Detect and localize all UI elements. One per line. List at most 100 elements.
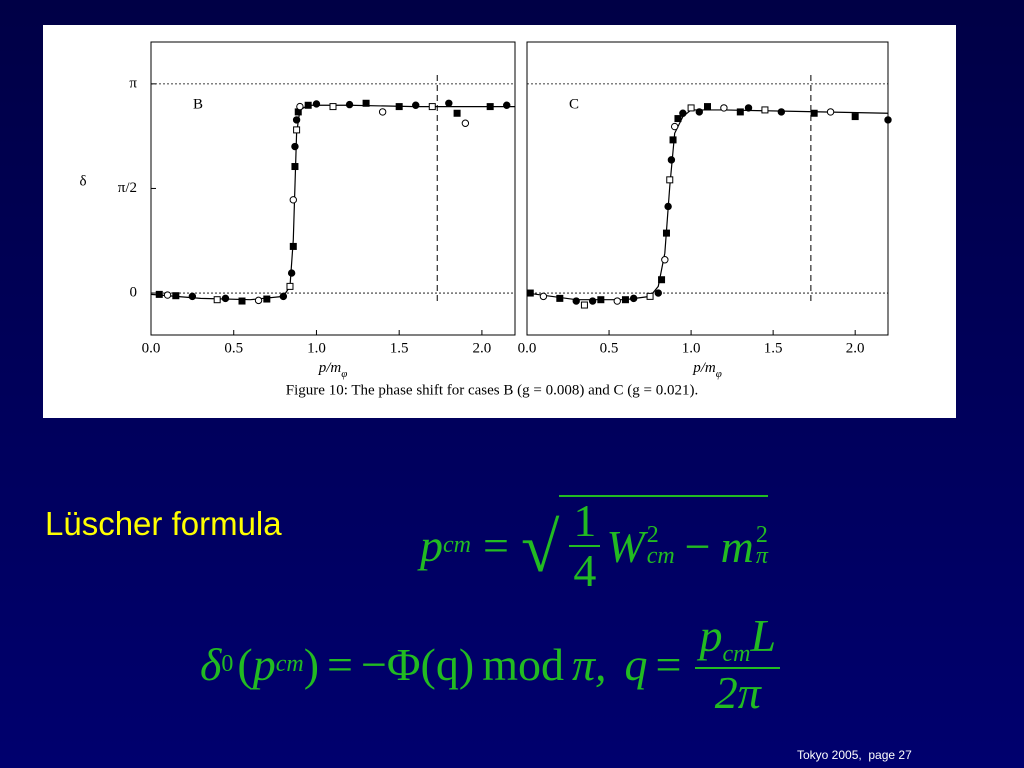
symbol: W: [606, 520, 645, 572]
x-tick-label: 0.5: [600, 340, 619, 356]
symbol: =: [327, 639, 353, 691]
symbol: (: [237, 639, 253, 691]
data-point: [293, 126, 301, 134]
symbol: =: [655, 639, 682, 691]
data-point: [329, 103, 337, 111]
data-point: [445, 99, 453, 107]
data-point: [777, 108, 786, 116]
plot-frame: [526, 41, 889, 336]
data-point: [412, 101, 420, 109]
x-tick-label: 0.5: [224, 340, 243, 356]
symbol: cm: [275, 651, 304, 678]
data-point: [188, 292, 197, 301]
data-point: [526, 289, 534, 297]
data-point: [658, 276, 666, 284]
data-point: [163, 291, 172, 299]
data-point: [428, 103, 436, 111]
symbol: =: [482, 519, 509, 571]
data-point: [289, 242, 297, 250]
denominator: 4: [573, 545, 597, 597]
data-point: [172, 292, 180, 300]
symbol: cm: [722, 641, 751, 667]
figure-background: [43, 25, 956, 418]
data-point: [289, 196, 297, 204]
data-point: [580, 301, 588, 309]
data-point: [654, 289, 662, 297]
symbol: −Φ(q): [360, 639, 475, 691]
data-point: [286, 282, 294, 290]
caption: Figure 10: The phase shift for cases B (…: [286, 382, 698, 398]
x-axis-label: p/mφ: [692, 360, 722, 379]
data-point: [667, 156, 676, 164]
data-point: [378, 108, 387, 116]
heading: Lüscher formula: [45, 505, 282, 542]
y-axis-label: δ: [79, 173, 86, 189]
x-tick-label: 1.0: [682, 340, 701, 356]
symbol: m: [720, 520, 754, 572]
data-point: [395, 103, 403, 111]
data-point: [155, 290, 163, 298]
data-point: [345, 100, 354, 109]
x-tick-label: 0.0: [518, 340, 537, 356]
data-point: [556, 294, 564, 302]
x-tick-label: 1.0: [307, 340, 326, 356]
data-point: [646, 292, 654, 300]
symbol: cm: [646, 543, 675, 570]
y-tick-label: 0: [130, 284, 138, 300]
data-point: [291, 142, 299, 151]
data-point: [664, 202, 672, 211]
x-axis-label-sub: φ: [716, 368, 722, 380]
data-point: [362, 99, 370, 107]
data-point: [588, 297, 597, 305]
symbol: cm: [443, 531, 471, 558]
data-point: [291, 163, 299, 171]
symbol: π: [755, 543, 768, 570]
data-point: [662, 229, 670, 237]
panel-label: B: [193, 96, 203, 112]
figure: Figure 10: The phase shift for cases B (…: [43, 25, 956, 418]
x-tick-label: 2.0: [846, 340, 865, 356]
data-point: [674, 115, 682, 123]
symbol: L: [750, 610, 777, 661]
footer: Tokyo 2005, page 27: [797, 748, 912, 762]
symbol: ): [303, 639, 320, 691]
x-axis-label-main: p/m: [692, 360, 716, 376]
data-point: [621, 296, 629, 304]
symbol: δ: [200, 639, 222, 691]
data-point: [884, 116, 892, 124]
data-point: [704, 103, 711, 111]
data-point: [679, 109, 687, 117]
data-point: [666, 176, 674, 184]
data-point: [213, 296, 221, 304]
data-point: [292, 116, 301, 124]
symbol: p: [420, 519, 443, 571]
symbol: mod: [482, 639, 564, 691]
data-point: [695, 108, 703, 116]
numerator: 1: [569, 496, 601, 548]
y-tick-label: π: [129, 75, 137, 91]
panel-label: C: [569, 96, 579, 112]
x-tick-label: 0.0: [142, 340, 161, 356]
data-point: [613, 297, 621, 305]
data-point: [461, 119, 470, 127]
data-point: [486, 103, 494, 111]
symbol: −: [684, 520, 711, 572]
data-point: [720, 104, 728, 112]
data-point: [669, 136, 677, 144]
data-point: [304, 101, 312, 109]
x-axis-label-sub: φ: [341, 368, 347, 380]
data-point: [279, 292, 288, 301]
symbol: p: [699, 610, 723, 661]
data-point: [810, 109, 818, 117]
denominator: 2π: [714, 667, 761, 719]
symbol: 0: [221, 651, 234, 678]
data-point: [296, 102, 304, 111]
data-point: [312, 100, 321, 108]
data-point: [238, 297, 246, 305]
data-point: [761, 106, 769, 114]
symbol: q: [624, 639, 648, 691]
data-point: [254, 296, 263, 305]
symbol: 2: [646, 521, 659, 548]
y-tick-label: π/2: [118, 180, 137, 196]
data-point: [629, 294, 638, 303]
